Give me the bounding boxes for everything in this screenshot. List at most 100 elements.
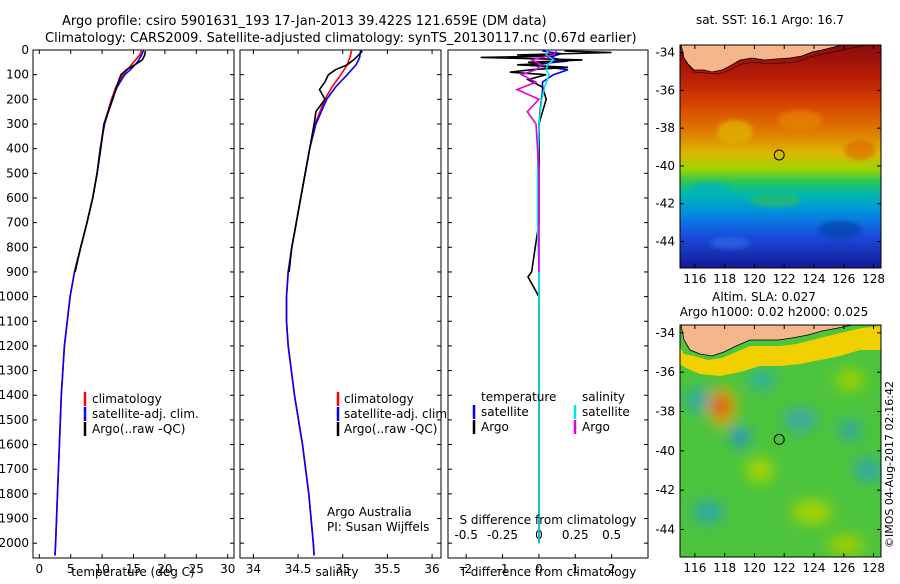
sla-blob xyxy=(792,500,832,524)
salinity-series xyxy=(285,50,363,556)
legend-salinity-title: salinity xyxy=(582,390,625,404)
x-tick-label: 25 xyxy=(189,562,204,576)
sst-eddy xyxy=(778,110,822,130)
sst-eddy xyxy=(818,221,862,239)
sst-map-title: sat. SST: 16.1 Argo: 16.7 xyxy=(696,13,844,27)
legend-t-sat-label: satellite xyxy=(481,405,529,419)
sst-eddy xyxy=(710,237,750,249)
temperature-legend: climatology satellite-adj. clim. Argo(..… xyxy=(83,392,199,436)
legend-clim-label: climatology xyxy=(92,392,162,406)
difference-x-axis: -2 -1 0 1 2-0.5 -0.25 0 0.25 0.5 xyxy=(454,528,621,576)
y-tick-label: 1600 xyxy=(0,438,29,452)
temperature-x-axis: 0 5 10 15 20 25 30 xyxy=(35,50,235,576)
lat-tick-label: -34 xyxy=(655,46,675,60)
salinity-xlabel: salinity xyxy=(315,565,358,579)
sla-coast-band xyxy=(680,326,881,376)
x-tick-label: 34.5 xyxy=(285,562,312,576)
sst-eddy xyxy=(717,120,753,144)
difference-legend: temperature salinity satellite Argo sate… xyxy=(472,390,630,434)
lon-tick-label: 122 xyxy=(773,272,796,286)
y-tick-label: 1300 xyxy=(0,364,29,378)
x-tick-label: 5 xyxy=(67,562,75,576)
lat-tick-label: -36 xyxy=(655,365,675,379)
lat-tick-label: -42 xyxy=(655,483,675,497)
difference-panel: -2 -1 0 1 2-0.5 -0.25 0 0.25 0.5 temperature sal… xyxy=(447,49,649,579)
salinity-plot-frame xyxy=(239,49,442,559)
sla-map-image xyxy=(680,325,881,557)
x-tick-label: 30 xyxy=(220,562,235,576)
legend-argo-label: Argo(..raw -QC) xyxy=(92,422,185,436)
lon-tick-label: 126 xyxy=(832,272,855,286)
legend-clim-label: climatology xyxy=(344,392,414,406)
temperature-panel: 0100200300400500600700800900100011001200… xyxy=(0,43,235,579)
lat-tick-label: -34 xyxy=(655,326,675,340)
sla-warm-eddy-core xyxy=(713,394,729,418)
depth-axis: 0 100 200 300 400 500 600 700 800 900 1000 1100 1200… xyxy=(0,43,234,550)
x-tick-label: 0 xyxy=(35,562,43,576)
t-tick-label: -2 xyxy=(460,562,472,576)
sst-eddy xyxy=(690,182,730,198)
lat-tick-label: -40 xyxy=(655,159,675,173)
sla-blob xyxy=(748,370,776,390)
copyright-stamp: ©IMOS 04-Aug-2017 02:16:42 xyxy=(883,381,896,548)
x-tick-label: 35 xyxy=(335,562,350,576)
y-tick-label: 1500 xyxy=(0,413,29,427)
sla-blob xyxy=(836,369,864,391)
y-tick-label: 2000 xyxy=(0,536,29,550)
figure-title: Argo profile: csiro 5901631_193 17-Jan-2… xyxy=(62,14,547,29)
sst-eddies xyxy=(690,110,876,249)
lon-tick-label: 120 xyxy=(743,561,766,575)
y-tick-label: 1400 xyxy=(0,388,29,402)
difference-y-ticks xyxy=(448,49,648,544)
lon-tick-label: 116 xyxy=(683,272,706,286)
sla-map-subtitle: Argo h1000: 0.02 h2000: 0.025 xyxy=(680,305,869,319)
temperature-series xyxy=(54,50,147,556)
x-tick-label: 36 xyxy=(424,562,439,576)
t-tick-label: 2 xyxy=(608,562,616,576)
legend-s-argo-label: Argo xyxy=(582,420,610,434)
y-tick-label: 1700 xyxy=(0,462,29,476)
sla-map-panel: Altim. SLA: 0.027 Argo h1000: 0.02 h2000… xyxy=(655,290,885,575)
temperature-plot-frame xyxy=(32,49,235,559)
y-tick-label: 1800 xyxy=(0,487,29,501)
sla-blob xyxy=(838,420,862,440)
s-tick-label: 0.5 xyxy=(602,528,621,542)
salinity-panel: 34 34.5 35 35.5 36 climatology satellite-adj… xyxy=(239,49,451,579)
difference-plot-frame xyxy=(447,49,649,559)
y-tick-label: 0 xyxy=(21,43,29,57)
lon-tick-label: 120 xyxy=(743,272,766,286)
sla-blob xyxy=(854,458,881,482)
lat-tick-label: -38 xyxy=(655,405,675,419)
t-tick-label: 0 xyxy=(535,562,543,576)
lat-tick-label: -38 xyxy=(655,121,675,135)
sst-map-frame xyxy=(679,44,882,269)
t-tick-label: 1 xyxy=(571,562,579,576)
figure-subtitle: Climatology: CARS2009. Satellite-adjuste… xyxy=(45,31,637,46)
sla-coastline xyxy=(680,325,856,357)
sla-features xyxy=(684,369,881,555)
sst-map-panel: sat. SST: 16.1 Argo: 16.7 116 118 120 122 12… xyxy=(655,13,885,286)
x-tick-label: 20 xyxy=(157,562,172,576)
y-tick-label: 500 xyxy=(6,166,29,180)
lon-tick-label: 126 xyxy=(832,561,855,575)
legend-s-sat-label: satellite xyxy=(582,405,630,419)
y-tick-label: 100 xyxy=(6,68,29,82)
temperature-xlabel: temperature (deg C) xyxy=(71,565,194,579)
sst-map-axes: 116 118 120 122 124 126 128 -34 -36 -38 -40 -42 -44 xyxy=(655,45,885,286)
y-tick-label: 900 xyxy=(6,265,29,279)
y-tick-label: 300 xyxy=(6,117,29,131)
x-tick-label: 15 xyxy=(126,562,141,576)
legend-argo-label: Argo(..raw -QC) xyxy=(344,422,437,436)
series-line-s-argo xyxy=(515,50,558,272)
series-line-t-argo xyxy=(480,50,612,544)
salinity-x-axis: 34 34.5 35 35.5 36 xyxy=(246,50,440,576)
legend-temperature-title: temperature xyxy=(481,390,556,404)
y-tick-label: 700 xyxy=(6,216,29,230)
salinity-y-ticks xyxy=(240,49,441,544)
s-difference-label: S difference from climatology xyxy=(460,513,637,527)
y-tick-label: 1000 xyxy=(0,290,29,304)
s-tick-label: -0.5 xyxy=(454,528,477,542)
series-line-argo-raw-qc- xyxy=(74,50,147,273)
sla-blob xyxy=(692,500,724,524)
